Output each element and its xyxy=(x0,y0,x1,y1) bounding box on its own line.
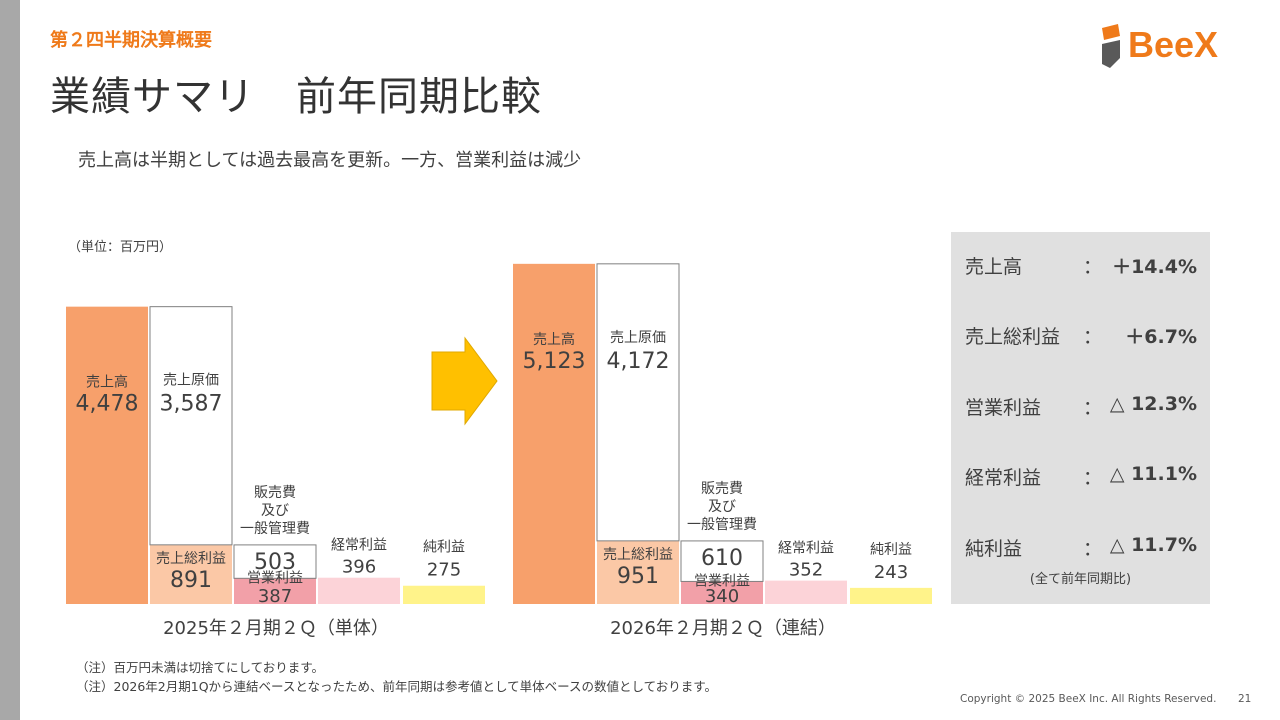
bar-label-sga-expenses: 販売費 xyxy=(254,485,296,501)
summary-row-sales: 売上高 ： ＋14.4% xyxy=(965,252,1197,280)
summary-colon: ： xyxy=(1083,538,1103,560)
bar-label-net-income: 純利益 xyxy=(423,540,465,556)
bar-value-net-income: 275 xyxy=(427,560,461,581)
bar-value-operating-profit: 387 xyxy=(258,586,292,607)
bar-label-ordinary-profit: 経常利益 xyxy=(778,541,834,557)
bar-label-sga-expenses: 販売費 xyxy=(701,481,743,497)
summary-colon: ： xyxy=(1083,256,1103,278)
footnote: （注）百万円未満は切捨てにしております。 xyxy=(76,660,325,675)
summary-value: ＋6.7% xyxy=(1125,326,1197,348)
bar-label-operating-profit: 営業利益 xyxy=(247,570,303,586)
bar-operating-profit xyxy=(681,581,763,604)
footnotes: （注）百万円未満は切捨てにしております。 （注）2026年2月期1Qから連結ベー… xyxy=(76,658,717,696)
summary-label: 純利益 xyxy=(965,538,1023,560)
bar-value-gross-profit: 951 xyxy=(617,564,659,589)
page-number: 21 xyxy=(1238,693,1252,705)
bar-value-sales: 4,478 xyxy=(76,392,139,417)
summary-row-gross-profit: 売上総利益 ： ＋6.7% xyxy=(965,322,1197,350)
summary-colon: ： xyxy=(1083,326,1103,348)
bar-label-gross-profit: 売上総利益 xyxy=(156,551,226,567)
bar-value-sga-expenses: 503 xyxy=(254,550,296,575)
bar-value-gross-profit: 891 xyxy=(170,568,212,593)
bar-value-ordinary-profit: 396 xyxy=(342,557,376,578)
summary-value: △ 11.7% xyxy=(1109,534,1197,556)
page-title: 業績サマリ 前年同期比較 xyxy=(50,74,542,120)
bar-label-ordinary-profit: 経常利益 xyxy=(331,538,387,554)
copyright: Copyright © 2025 BeeX Inc. All Rights Re… xyxy=(960,693,1217,705)
logo-text: BeeX xyxy=(1128,24,1219,65)
bar-sales xyxy=(513,263,595,604)
bar-label-cost-of-sales: 売上原価 xyxy=(610,330,666,346)
summary-row-ordinary-profit: 経常利益 ： △ 11.1% xyxy=(965,463,1197,491)
bar-value-ordinary-profit: 352 xyxy=(789,560,823,581)
bar-value-cost-of-sales: 4,172 xyxy=(607,349,670,374)
page-subtitle: 売上高は半期としては過去最高を更新。一方、営業利益は減少 xyxy=(78,150,582,171)
unit-label: （単位：百万円） xyxy=(68,240,173,255)
bar-value-operating-profit: 340 xyxy=(705,586,739,607)
bar-net-income xyxy=(850,587,932,604)
summary-label: 売上総利益 xyxy=(965,326,1061,348)
summary-label: 経常利益 xyxy=(965,467,1042,489)
section-label: 第２四半期決算概要 xyxy=(50,30,212,51)
bar-sga-expenses xyxy=(233,544,317,579)
summary-row-operating-profit: 営業利益 ： △ 12.3% xyxy=(965,393,1197,421)
summary-panel: 売上高 ： ＋14.4% 売上総利益 ： ＋6.7% 営業利益 ： △ 12.3… xyxy=(951,232,1210,604)
group-label: 2025年２月期２Ｑ（単体） xyxy=(163,618,389,639)
bar-sales xyxy=(66,306,148,604)
hexagon-logo-icon xyxy=(1102,24,1120,68)
bar-label-operating-profit: 営業利益 xyxy=(694,573,750,589)
summary-value: ＋14.4% xyxy=(1112,256,1197,278)
summary-value: △ 11.1% xyxy=(1109,463,1197,485)
summary-row-net-income: 純利益 ： △ 11.7% xyxy=(965,534,1197,562)
bar-label-sga-expenses: 一般管理費 xyxy=(240,521,310,537)
bar-net-income xyxy=(403,585,485,604)
brand-logo: BeeX xyxy=(1098,24,1238,72)
bar-sga-expenses xyxy=(680,540,764,582)
bar-cost-of-sales xyxy=(596,263,680,542)
bar-ordinary-profit xyxy=(765,580,847,604)
bar-value-net-income: 243 xyxy=(874,562,908,583)
bar-gross-profit xyxy=(150,544,232,604)
group-label: 2026年２月期２Ｑ（連結） xyxy=(610,618,836,639)
bar-label-sga-expenses: 及び xyxy=(708,499,736,515)
summary-colon: ： xyxy=(1083,397,1103,419)
bar-label-cost-of-sales: 売上原価 xyxy=(163,373,219,389)
left-accent-bar xyxy=(0,0,20,720)
bar-gross-profit xyxy=(597,540,679,604)
bar-operating-profit xyxy=(234,578,316,604)
bar-ordinary-profit xyxy=(318,577,400,604)
summary-value: △ 12.3% xyxy=(1109,393,1197,415)
bar-label-sales: 売上高 xyxy=(533,331,575,348)
bar-label-sales: 売上高 xyxy=(86,374,128,391)
bar-cost-of-sales xyxy=(149,306,233,546)
summary-note: (全て前年同期比) xyxy=(1029,572,1132,587)
summary-label: 営業利益 xyxy=(965,397,1042,419)
bar-value-sales: 5,123 xyxy=(523,349,586,374)
footnote: （注）2026年2月期1Qから連結ベースとなったため、前年同期は参考値として単体… xyxy=(76,679,718,694)
arrow-right-icon xyxy=(431,336,498,426)
bar-label-sga-expenses: 一般管理費 xyxy=(687,517,757,533)
bar-value-cost-of-sales: 3,587 xyxy=(160,392,223,417)
summary-label: 売上高 xyxy=(965,256,1023,278)
bar-label-net-income: 純利益 xyxy=(870,542,912,558)
bar-value-sga-expenses: 610 xyxy=(701,546,743,571)
summary-colon: ： xyxy=(1083,467,1103,489)
comparison-chart: 売上高4,478売上原価3,587売上総利益891販売費及び一般管理費503営業… xyxy=(66,263,932,639)
bar-label-sga-expenses: 及び xyxy=(261,503,289,519)
bar-label-gross-profit: 売上総利益 xyxy=(603,547,673,563)
